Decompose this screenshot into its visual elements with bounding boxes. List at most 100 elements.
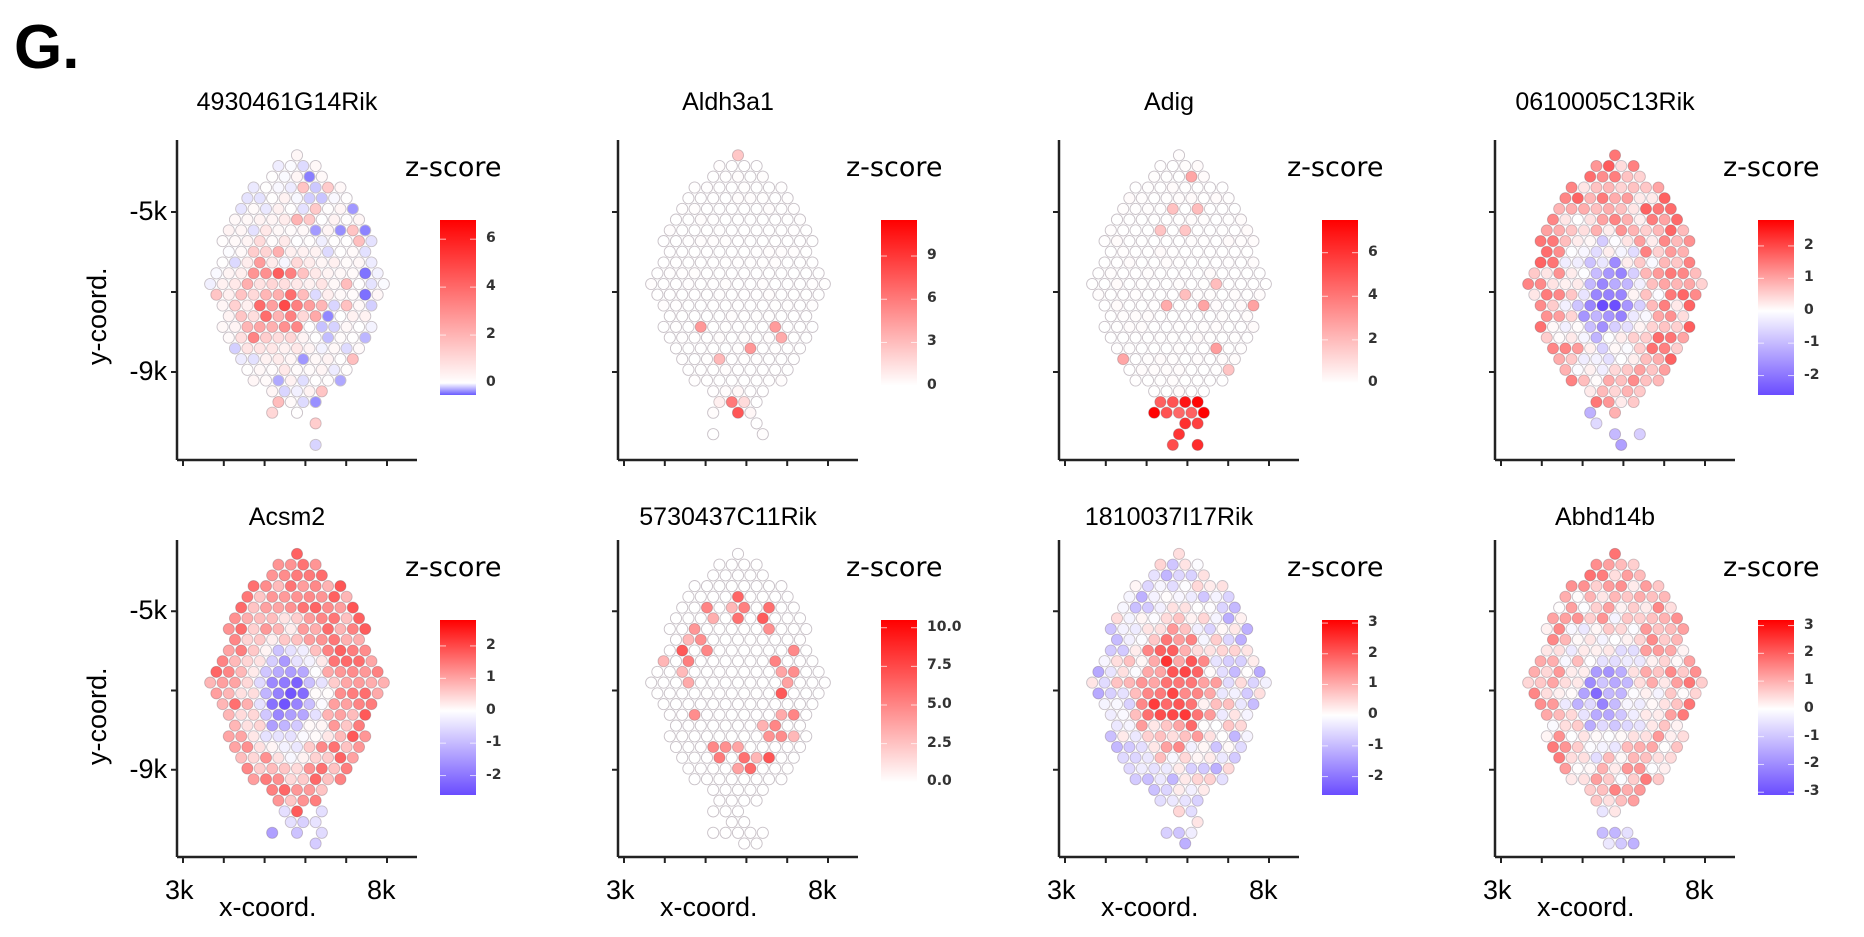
expression-spot [1528, 665, 1541, 678]
expression-spot [694, 719, 707, 732]
expression-spot [1234, 299, 1248, 312]
expression-spot [744, 256, 757, 269]
expression-spot [781, 320, 794, 333]
expression-spot [1247, 256, 1260, 269]
expression-spot [1098, 299, 1111, 312]
expression-spot [769, 676, 782, 689]
expression-spot [328, 633, 341, 646]
expression-spot [700, 202, 714, 215]
expression-spot [1110, 719, 1124, 732]
expression-spot [1608, 428, 1622, 441]
expression-spot [688, 310, 701, 323]
expression-spot [1639, 245, 1653, 258]
expression-spot [1104, 644, 1117, 657]
expression-spot [1602, 687, 1615, 700]
expression-spot [756, 719, 769, 732]
expression-spot [272, 730, 285, 743]
expression-spot [266, 740, 279, 754]
expression-spot [1123, 633, 1136, 646]
expression-spot [1652, 730, 1665, 743]
expression-spot [1185, 299, 1198, 312]
expression-spot [1522, 277, 1535, 291]
expression-spot [1584, 363, 1597, 376]
expression-spot [247, 751, 260, 764]
expression-spot [1110, 633, 1124, 646]
expression-spot [1584, 569, 1597, 582]
expression-spot [1172, 406, 1186, 419]
colorbar-tick-label: 0 [486, 374, 496, 390]
colorbar-tick-label: 6 [486, 230, 496, 247]
expression-spot [725, 730, 738, 743]
expression-spot [750, 837, 763, 850]
expression-spot [328, 698, 341, 711]
expression-spot [1608, 676, 1622, 689]
expression-spot [738, 267, 751, 280]
colorbar-tick-label: -1 [1368, 736, 1384, 753]
expression-spot [272, 708, 285, 721]
expression-spot [1639, 224, 1653, 237]
expression-spot [1584, 277, 1597, 291]
expression-spot [744, 676, 757, 689]
expression-spot [1596, 235, 1609, 248]
expression-spot [297, 708, 310, 721]
expression-spot [1154, 580, 1167, 593]
expression-spot [1633, 590, 1646, 603]
expression-spot [352, 698, 366, 711]
expression-spot [719, 192, 732, 205]
expression-spot [266, 569, 279, 582]
expression-spot [1197, 762, 1210, 775]
expression-spot [272, 601, 285, 614]
expression-spot [756, 612, 769, 625]
expression-spot [645, 676, 658, 689]
expression-spot [750, 730, 763, 743]
expression-spot [352, 633, 366, 646]
legend-title: z-score [846, 552, 943, 583]
expression-spot [1129, 665, 1142, 678]
expression-spot [731, 213, 745, 226]
expression-spot [713, 687, 726, 700]
expression-spot [756, 783, 769, 796]
expression-spot [744, 235, 757, 248]
expression-spot [1185, 170, 1198, 183]
expression-spot [1590, 773, 1603, 786]
expression-spot [1154, 794, 1167, 807]
colorbar-tick-label: 6 [1368, 243, 1378, 260]
expression-spot [1652, 374, 1665, 387]
expression-spot [1197, 192, 1210, 205]
expression-spot [663, 708, 676, 721]
spot-layer [1086, 149, 1272, 451]
expression-spot [1615, 622, 1628, 636]
expression-spot [669, 676, 683, 689]
expression-spot [365, 698, 378, 711]
expression-spot [1553, 751, 1566, 764]
expression-spot [756, 676, 769, 689]
expression-spot [769, 192, 782, 205]
expression-spot [1234, 655, 1248, 668]
expression-spot [1540, 665, 1553, 678]
expression-spot [1135, 363, 1148, 376]
expression-spot [1658, 676, 1671, 689]
expression-spot [713, 773, 726, 786]
expression-spot [241, 633, 254, 646]
expression-spot [731, 299, 745, 312]
expression-spot [284, 580, 297, 593]
expression-spot [1590, 181, 1603, 194]
expression-spot [321, 580, 335, 593]
expression-spot [1179, 181, 1192, 194]
expression-spot [1110, 299, 1124, 312]
expression-spot [1565, 773, 1578, 786]
expression-spot [1639, 622, 1653, 636]
expression-spot [1141, 687, 1155, 700]
plot-title: 1810037I17Rik [1084, 503, 1254, 531]
x-tick-label: 3k [1483, 875, 1512, 905]
expression-spot [321, 665, 335, 678]
expression-spot [719, 363, 732, 376]
expression-spot [688, 267, 701, 280]
expression-spot [1210, 655, 1223, 668]
expression-spot [278, 655, 291, 668]
y-tick-label: -9k [129, 356, 167, 386]
colorbar-tick-label: 1 [1804, 269, 1814, 286]
expression-spot [1172, 213, 1186, 226]
expression-spot [1129, 181, 1142, 194]
expression-spot [725, 622, 738, 636]
